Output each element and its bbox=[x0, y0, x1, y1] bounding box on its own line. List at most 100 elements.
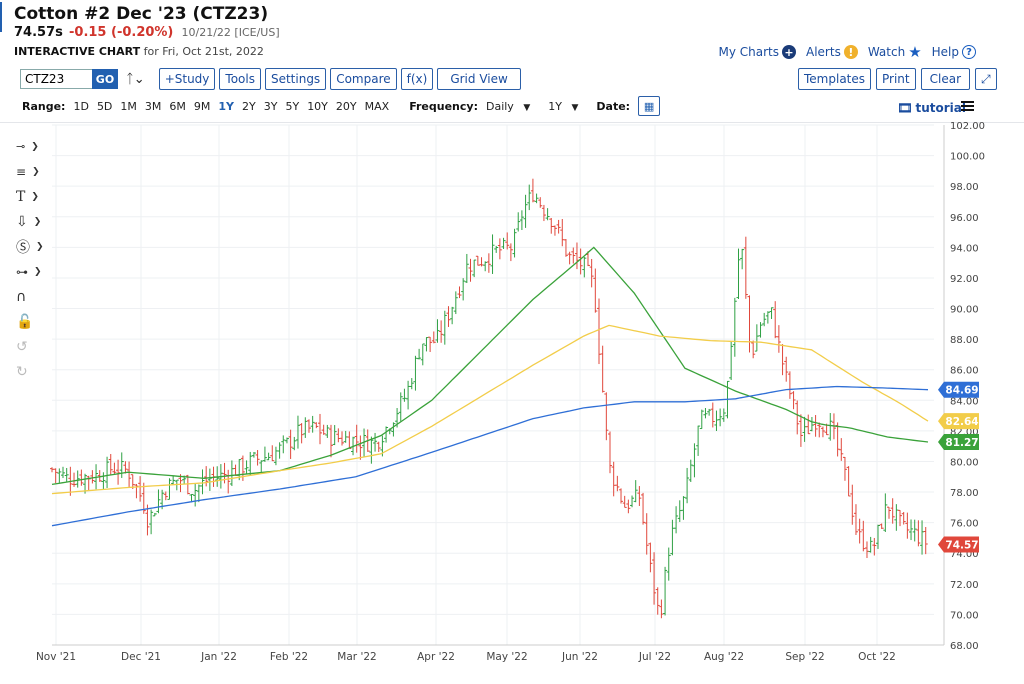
help-icon: ? bbox=[962, 45, 976, 59]
film-icon: 🎞 bbox=[897, 101, 913, 115]
plus-icon: + bbox=[782, 45, 796, 59]
text-tool[interactable]: T ❯ bbox=[16, 184, 50, 209]
fx-button[interactable]: f(x) bbox=[400, 68, 434, 90]
range-1d[interactable]: 1D bbox=[73, 99, 89, 113]
crosshair-icon: ⊸ bbox=[16, 140, 26, 153]
price-tag-badge bbox=[938, 381, 979, 398]
period-select[interactable]: 1Y ▼ bbox=[548, 100, 578, 113]
range-5d[interactable]: 5D bbox=[96, 99, 113, 113]
menu-icon[interactable] bbox=[961, 99, 974, 113]
chevron-right-icon: ❯ bbox=[36, 241, 44, 252]
fibonacci-tool[interactable]: ≡ ❯ bbox=[16, 159, 50, 184]
dollar-tool[interactable]: Ⓢ ❯ bbox=[16, 234, 50, 259]
range-10y[interactable]: 10Y bbox=[307, 99, 328, 113]
magnet-tool[interactable]: ∩ bbox=[16, 284, 50, 309]
x-tick-label: Jan '22 bbox=[200, 651, 237, 663]
ma_short-line bbox=[51, 246, 929, 486]
x-tick-label: Apr '22 bbox=[417, 651, 455, 663]
y-tick-label: 96.00 bbox=[950, 213, 979, 224]
print-button[interactable]: Print bbox=[876, 68, 916, 90]
measure-tool[interactable]: ⊶ ❯ bbox=[16, 259, 50, 284]
study-button[interactable]: +Study bbox=[158, 68, 216, 90]
toolbar-divider bbox=[0, 122, 1024, 123]
x-tick-label: Dec '21 bbox=[121, 651, 161, 663]
chart-date: for Fri, Oct 21st, 2022 bbox=[143, 45, 264, 58]
compare-button[interactable]: Compare bbox=[330, 68, 397, 90]
lock-tool[interactable]: 🔓 bbox=[16, 309, 50, 334]
x-tick-label: Oct '22 bbox=[858, 651, 896, 663]
undo-icon: ↺ bbox=[16, 338, 28, 355]
chevron-right-icon: ❯ bbox=[31, 191, 39, 202]
y-tick-label: 72.00 bbox=[950, 580, 979, 591]
alerts-label: Alerts bbox=[806, 45, 841, 59]
crosshair-tool[interactable]: ⊸ ❯ bbox=[16, 134, 50, 159]
my-charts-link[interactable]: My Charts + bbox=[718, 45, 796, 59]
chart-subtitle: INTERACTIVE CHART for Fri, Oct 21st, 202… bbox=[14, 45, 264, 58]
magnet-icon: ∩ bbox=[16, 288, 27, 305]
price-tag-badge bbox=[938, 434, 979, 451]
price-tag-badge bbox=[938, 413, 979, 430]
range-options: 1D 5D 1M 3M 6M 9M 1Y 2Y 3Y 5Y 10Y 20Y MAX bbox=[73, 100, 397, 113]
y-tick-label: 76.00 bbox=[950, 519, 979, 530]
measure-icon: ⊶ bbox=[16, 264, 28, 279]
y-tick-label: 102.00 bbox=[950, 121, 985, 132]
my-charts-label: My Charts bbox=[718, 45, 780, 59]
range-3m[interactable]: 3M bbox=[144, 99, 162, 113]
x-tick-label: Jul '22 bbox=[638, 651, 671, 663]
range-9m[interactable]: 9M bbox=[193, 99, 211, 113]
calendar-icon[interactable]: ▦ bbox=[638, 96, 661, 116]
range-bar: Range: 1D 5D 1M 3M 6M 9M 1Y 2Y 3Y 5Y 10Y 20Y MAX Fre… bbox=[22, 96, 661, 116]
clear-button[interactable]: Clear bbox=[920, 68, 971, 90]
chevron-down-icon: ▼ bbox=[571, 102, 579, 113]
chevron-down-icon: ▼ bbox=[523, 102, 531, 113]
y-tick-label: 88.00 bbox=[950, 335, 979, 346]
y-tick-label: 80.00 bbox=[950, 457, 979, 468]
period-value: 1Y bbox=[548, 99, 562, 113]
chevron-right-icon: ❯ bbox=[32, 166, 40, 177]
grid-view-button[interactable]: Grid View bbox=[437, 68, 521, 90]
templates-button[interactable]: Templates bbox=[798, 68, 872, 90]
settings-button[interactable]: Settings bbox=[264, 68, 327, 90]
y-tick-label: 82.00 bbox=[950, 427, 979, 438]
price-tag-value: 81.27 bbox=[945, 437, 978, 449]
undo-button[interactable]: ↺ bbox=[16, 334, 50, 359]
price-tag-badge bbox=[938, 536, 979, 553]
range-1y[interactable]: 1Y bbox=[218, 99, 235, 113]
x-tick-label: Nov '21 bbox=[36, 651, 76, 663]
right-toolbar: Templates Print Clear ⤢ bbox=[798, 68, 997, 90]
go-button[interactable]: GO bbox=[92, 69, 118, 89]
symbol-input[interactable] bbox=[20, 69, 92, 89]
x-tick-label: Mar '22 bbox=[337, 651, 376, 663]
redo-button[interactable]: ↻ bbox=[16, 359, 50, 384]
expand-icon: ⤢ bbox=[981, 71, 991, 86]
expand-button[interactable]: ⤢ bbox=[975, 68, 997, 90]
arrow-tool[interactable]: ⇩ ❯ bbox=[16, 209, 50, 234]
bar-type-icon[interactable]: ᛏ⌄ bbox=[126, 71, 145, 87]
range-6m[interactable]: 6M bbox=[169, 99, 186, 113]
x-tick-label: Feb '22 bbox=[270, 651, 308, 663]
range-1m[interactable]: 1M bbox=[120, 99, 137, 113]
title-accent-bar bbox=[0, 2, 2, 32]
y-tick-label: 78.00 bbox=[950, 488, 979, 499]
watch-link[interactable]: Watch ★ bbox=[868, 43, 922, 61]
frequency-select[interactable]: Daily ▼ bbox=[486, 100, 530, 113]
text-icon: T bbox=[16, 188, 26, 205]
chevron-right-icon: ❯ bbox=[33, 216, 42, 227]
range-20y[interactable]: 20Y bbox=[335, 99, 357, 113]
tools-button[interactable]: Tools bbox=[219, 68, 261, 90]
y-tick-label: 86.00 bbox=[950, 366, 979, 377]
chevron-right-icon: ❯ bbox=[34, 266, 42, 277]
range-2y[interactable]: 2Y bbox=[242, 99, 256, 113]
range-5y[interactable]: 5Y bbox=[285, 99, 300, 113]
lock-icon: 🔓 bbox=[16, 313, 34, 330]
range-3y[interactable]: 3Y bbox=[263, 99, 278, 113]
tutorial-link[interactable]: 🎞 tutorial bbox=[897, 101, 966, 115]
y-tick-label: 90.00 bbox=[950, 305, 979, 316]
help-link[interactable]: Help? bbox=[932, 45, 976, 59]
ma_long-line bbox=[51, 385, 929, 527]
range-label: Range: bbox=[22, 99, 66, 113]
x-tick-label: Aug '22 bbox=[704, 651, 744, 663]
alerts-link[interactable]: Alerts! bbox=[806, 45, 858, 59]
range-max[interactable]: MAX bbox=[364, 99, 390, 113]
